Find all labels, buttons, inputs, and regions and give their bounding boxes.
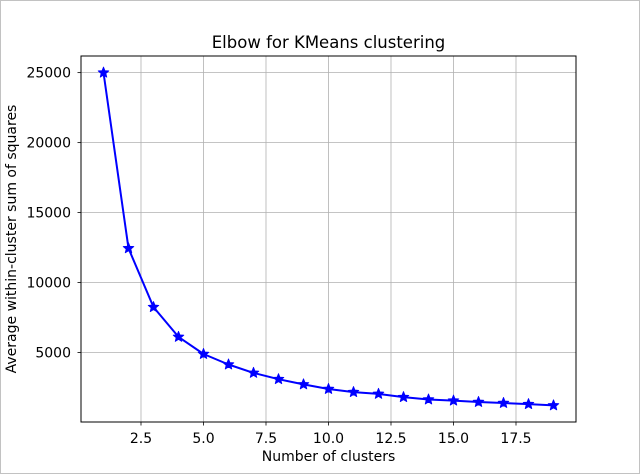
x-tick-label: 12.5 [375, 431, 406, 447]
x-tick-label: 15.0 [438, 431, 469, 447]
data-point-marker [472, 396, 485, 407]
data-point-marker [372, 387, 385, 399]
data-point-marker [447, 394, 460, 406]
data-point-marker [522, 398, 535, 410]
chart-title: Elbow for KMeans clustering [212, 33, 446, 52]
data-point-marker [497, 396, 510, 408]
x-tick-label: 17.5 [500, 431, 531, 447]
x-tick-label: 2.5 [130, 431, 152, 447]
y-axis-label: Average within-cluster sum of squares [4, 105, 20, 374]
data-point-marker [222, 358, 235, 370]
y-tick-label: 20000 [26, 136, 71, 152]
y-tick-label: 25000 [26, 66, 71, 82]
data-point-marker [147, 301, 160, 313]
data-point-marker [297, 378, 310, 390]
data-point-marker [97, 66, 110, 78]
axes-spine [80, 55, 577, 423]
x-tick-label: 10.0 [313, 431, 344, 447]
data-point-marker [197, 347, 210, 359]
data-point-marker [247, 366, 260, 378]
x-axis-label: Number of clusters [262, 449, 396, 465]
data-point-marker [172, 330, 185, 342]
data-point-marker [347, 386, 360, 398]
x-tick-label: 7.5 [255, 431, 277, 447]
data-point-marker [397, 391, 410, 403]
data-point-marker [122, 242, 135, 254]
data-point-marker [422, 393, 435, 405]
data-point-marker [547, 399, 560, 411]
y-tick-label: 15000 [26, 206, 71, 222]
data-point-marker [322, 382, 335, 394]
y-tick-label: 10000 [26, 276, 71, 292]
data-point-marker [272, 373, 285, 385]
y-tick-label: 5000 [35, 346, 71, 362]
x-tick-label: 5.0 [192, 431, 214, 447]
